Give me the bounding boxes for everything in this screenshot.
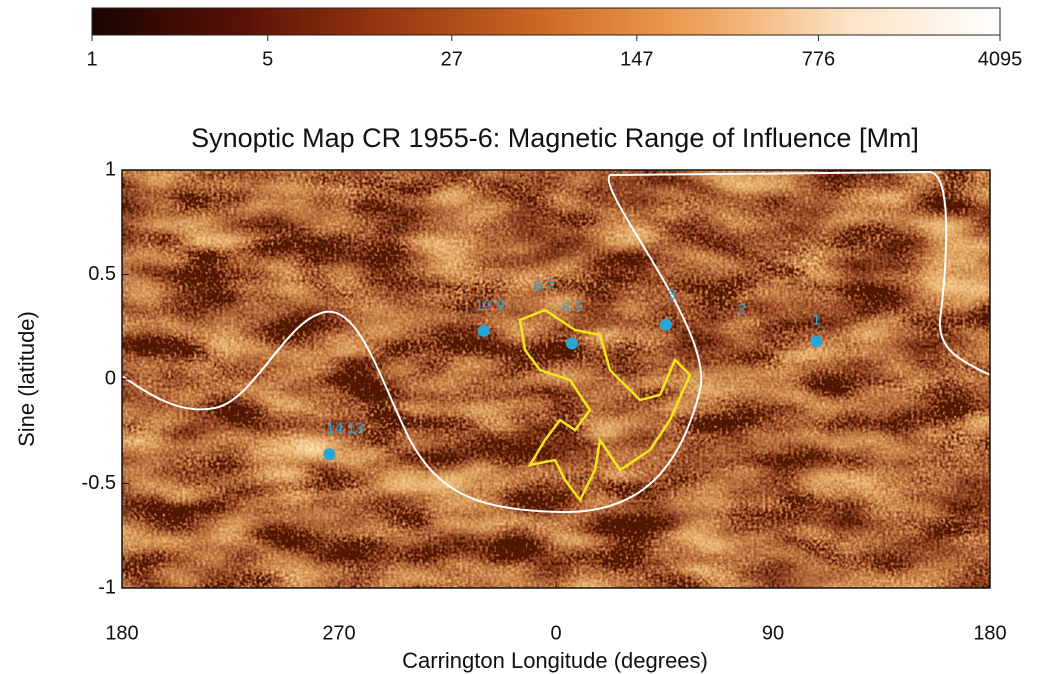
x-tick-label: 180 bbox=[105, 622, 138, 644]
colorbar-tick-label: 5 bbox=[262, 48, 273, 70]
colorbar-tick-label: 4095 bbox=[978, 48, 1023, 70]
marker bbox=[477, 324, 490, 337]
colorbar-tick-label: 1 bbox=[86, 48, 97, 70]
colorbar bbox=[91, 7, 1001, 36]
map-image bbox=[122, 170, 990, 588]
y-tick-label: 0.5 bbox=[88, 263, 116, 285]
annotation: 1 bbox=[812, 311, 820, 328]
annotation: 12 9 bbox=[475, 297, 504, 314]
x-tick-label: 270 bbox=[322, 622, 355, 644]
map bbox=[122, 170, 990, 588]
annotation: 8 7 bbox=[534, 278, 555, 295]
contour bbox=[518, 308, 692, 503]
y-axis-label: Sine (latitude) bbox=[14, 311, 39, 447]
marker bbox=[659, 318, 672, 331]
marker bbox=[565, 337, 578, 350]
annotation: 2 bbox=[737, 301, 745, 318]
marker bbox=[810, 335, 823, 348]
x-tick-label: 90 bbox=[762, 622, 784, 644]
annotation: 3 bbox=[668, 286, 676, 303]
marker bbox=[323, 448, 336, 461]
y-tick-label: -1 bbox=[98, 576, 116, 598]
x-axis-label: Carrington Longitude (degrees) bbox=[402, 648, 708, 673]
y-tick-label: 0 bbox=[105, 367, 116, 389]
colorbar-tick-label: 27 bbox=[441, 48, 463, 70]
x-tick-label: 0 bbox=[550, 622, 561, 644]
annotation: 6 5 bbox=[561, 299, 582, 316]
y-tick-label: 1 bbox=[105, 158, 116, 180]
chart-title: Synoptic Map CR 1955-6: Magnetic Range o… bbox=[191, 123, 919, 153]
colorbar-tick-label: 147 bbox=[620, 48, 653, 70]
neutral-line bbox=[122, 170, 990, 514]
x-tick-label: 180 bbox=[973, 622, 1006, 644]
y-tick-label: -0.5 bbox=[82, 472, 116, 494]
annotation: 14 13 bbox=[326, 420, 364, 437]
colorbar-tick-label: 776 bbox=[802, 48, 835, 70]
